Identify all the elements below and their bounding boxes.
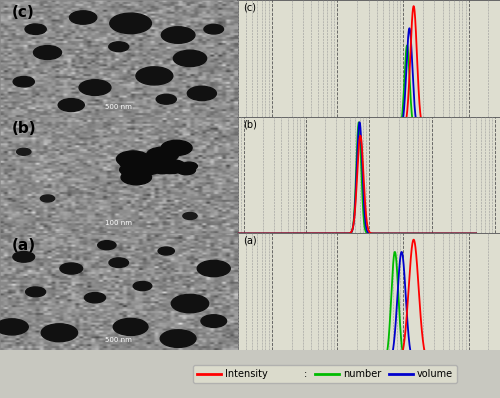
Circle shape [158,160,186,174]
Circle shape [174,50,206,66]
Circle shape [146,147,178,163]
Text: (c): (c) [243,2,256,12]
Circle shape [144,167,158,174]
Circle shape [40,195,54,202]
Circle shape [0,319,28,335]
Circle shape [156,94,176,104]
Circle shape [98,241,116,250]
Circle shape [122,161,150,175]
Circle shape [58,99,84,111]
Legend: Intensity, :, number, volume: Intensity, :, number, volume [193,365,457,383]
Circle shape [152,163,173,174]
Circle shape [141,157,164,168]
Text: 500 nm: 500 nm [106,337,132,343]
Circle shape [114,318,148,336]
Circle shape [161,140,192,156]
Circle shape [168,164,184,171]
Text: (a): (a) [243,236,256,246]
Circle shape [183,213,197,219]
Circle shape [137,159,158,169]
Circle shape [181,162,198,170]
Circle shape [156,159,177,169]
Circle shape [118,152,143,165]
Circle shape [60,263,82,274]
Circle shape [16,148,31,155]
Circle shape [120,156,150,170]
Circle shape [197,260,230,277]
Circle shape [116,151,150,167]
Text: (b): (b) [243,119,256,129]
Circle shape [13,76,34,87]
Circle shape [177,166,196,175]
Circle shape [172,295,208,313]
Text: 500 nm: 500 nm [106,104,132,110]
Circle shape [79,80,111,96]
Circle shape [70,11,97,24]
Circle shape [109,42,128,52]
Circle shape [201,315,226,327]
Circle shape [41,324,78,341]
Circle shape [25,24,46,34]
Circle shape [162,27,195,43]
Circle shape [84,293,105,303]
Circle shape [160,330,196,347]
Circle shape [109,258,128,267]
Circle shape [188,86,216,101]
Circle shape [204,24,224,34]
Circle shape [26,287,46,297]
Text: (c): (c) [12,5,34,20]
Circle shape [136,67,173,85]
Circle shape [13,252,34,262]
Circle shape [120,163,146,176]
Circle shape [158,247,174,255]
Circle shape [34,46,62,59]
Text: (a): (a) [12,238,36,253]
Text: 100 nm: 100 nm [105,220,132,226]
X-axis label: Size (d.nm): Size (d.nm) [333,371,404,381]
Circle shape [133,281,152,291]
Circle shape [121,170,152,185]
Circle shape [124,154,148,165]
Text: (b): (b) [12,121,36,137]
Circle shape [110,13,152,33]
